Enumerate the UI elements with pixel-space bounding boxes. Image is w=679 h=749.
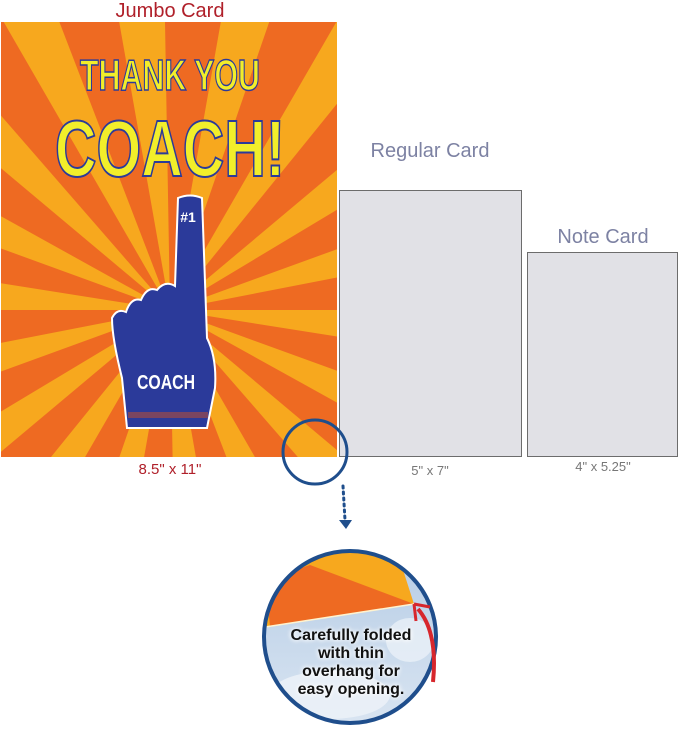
sunburst-ray (1, 310, 170, 452)
card-headline-line2: COACH! (55, 104, 285, 193)
regular-card-size: 5" x 7" (411, 463, 449, 478)
sunburst-ray (170, 249, 337, 310)
sunburst-ray (1, 283, 170, 310)
finger-number-text: #1 (180, 209, 196, 225)
sunburst-ray (170, 310, 337, 403)
note-card-title: Note Card (557, 226, 649, 248)
jumbo-card-title: Jumbo Card (115, 0, 225, 22)
sunburst-ray (1, 216, 170, 310)
sunburst-ray (170, 310, 337, 457)
regular-card-title: Regular Card (370, 140, 490, 162)
sunburst-ray (170, 169, 337, 310)
finger-word-text: COACH (137, 372, 195, 394)
sunburst-ray (3, 22, 171, 310)
zoom-source-circle (281, 418, 349, 486)
sunburst-ray (170, 22, 337, 310)
note-card-outline (527, 252, 678, 457)
dotted-connector (341, 484, 347, 522)
regular-card-outline (339, 190, 522, 457)
arrow-down-icon (339, 520, 352, 529)
jumbo-card: THANK YOU COACH! #1 COACH (1, 22, 337, 457)
callout-text: Carefully folded with thin overhang for … (290, 627, 412, 698)
card-headline-line1: THANK YOU (80, 51, 260, 100)
jumbo-card-size: 8.5" x 11" (138, 461, 202, 478)
sunburst-ray (119, 22, 170, 310)
note-card-size: 4" x 5.25" (575, 459, 631, 474)
curved-arrow-icon (416, 607, 436, 683)
sunburst-ray (170, 310, 337, 337)
sunburst-ray (1, 115, 170, 310)
foam-finger-icon (110, 194, 217, 429)
sunburst-rays (1, 22, 337, 457)
